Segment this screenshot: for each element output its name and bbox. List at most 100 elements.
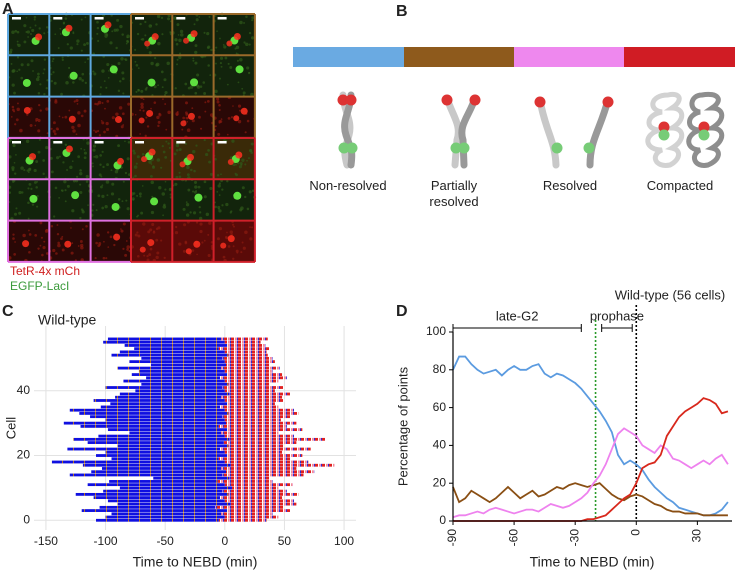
noise (164, 103, 167, 106)
noise (135, 63, 139, 67)
noise (18, 211, 22, 215)
noise (115, 46, 118, 50)
noise (102, 256, 106, 260)
noise (87, 204, 89, 206)
spot (240, 107, 248, 115)
noise (162, 214, 164, 217)
image-tile (131, 55, 173, 97)
noise (153, 85, 157, 89)
noise (35, 160, 39, 163)
noise (165, 128, 168, 131)
interval-bar (226, 363, 271, 367)
noise (97, 39, 100, 42)
x-tick-label: 50 (278, 534, 292, 548)
interval-bar (103, 340, 225, 344)
noise (250, 36, 255, 40)
noise (150, 210, 155, 215)
noise (111, 116, 115, 120)
noise (55, 156, 60, 160)
noise (186, 128, 191, 132)
interval-bar (229, 476, 271, 480)
interval-bar (224, 369, 273, 373)
noise (125, 240, 128, 242)
noise (142, 222, 146, 226)
interval-bar (96, 454, 228, 457)
noise (236, 59, 239, 62)
state-label: Compacted (646, 178, 714, 193)
noise (38, 27, 41, 30)
interval-bar (135, 389, 225, 393)
noise (194, 61, 198, 65)
noise (91, 209, 94, 212)
noise (95, 241, 98, 245)
noise (195, 221, 199, 224)
noise (25, 16, 28, 19)
state-bar (293, 47, 735, 67)
noise (94, 102, 97, 106)
noise (53, 81, 57, 85)
spot (147, 78, 156, 87)
noise (42, 246, 46, 250)
noise (144, 20, 147, 24)
noise (46, 79, 49, 82)
noise (79, 183, 82, 186)
noise (56, 232, 60, 236)
noise (241, 158, 245, 162)
noise (144, 34, 147, 37)
noise (37, 129, 41, 133)
spot (23, 106, 31, 114)
noise (43, 240, 46, 243)
noise (232, 105, 234, 107)
noise (110, 169, 113, 172)
noise (141, 38, 145, 41)
noise (83, 156, 87, 160)
noise (185, 142, 188, 145)
noise (34, 124, 37, 127)
x-tick-label: -50 (157, 534, 175, 548)
noise (175, 42, 179, 46)
image-tile (213, 14, 255, 56)
noise (33, 168, 37, 173)
noise (199, 211, 202, 214)
noise (122, 222, 126, 226)
noise (153, 101, 157, 104)
interval-bar (153, 476, 230, 480)
noise (100, 120, 103, 122)
noise (231, 139, 235, 143)
noise (41, 253, 44, 257)
noise (203, 92, 207, 95)
noise (154, 57, 157, 60)
spot (65, 24, 73, 32)
interval-bar (87, 483, 225, 487)
noise (122, 180, 125, 183)
noise (77, 111, 81, 115)
noise (23, 169, 26, 172)
noise (101, 69, 105, 73)
interval-bar (231, 486, 279, 490)
noise (163, 78, 167, 82)
noise (138, 192, 142, 196)
interval-bar (99, 505, 216, 509)
scale-bar (217, 141, 227, 144)
noise (96, 102, 99, 106)
noise (155, 62, 160, 67)
noise (77, 123, 81, 128)
noise (192, 190, 195, 193)
noise (248, 43, 251, 46)
scale-bar (217, 17, 227, 20)
noise (126, 40, 130, 44)
noise (85, 224, 88, 228)
noise (61, 248, 65, 252)
noise (166, 61, 170, 66)
noise (151, 195, 154, 198)
noise (127, 102, 131, 106)
noise (11, 168, 15, 172)
noise (120, 56, 124, 61)
interval-bar (90, 415, 223, 419)
noise (61, 116, 64, 119)
noise (52, 121, 56, 125)
noise (126, 157, 130, 161)
noise (72, 129, 76, 133)
noise (116, 18, 120, 22)
interval-bar (103, 489, 223, 493)
